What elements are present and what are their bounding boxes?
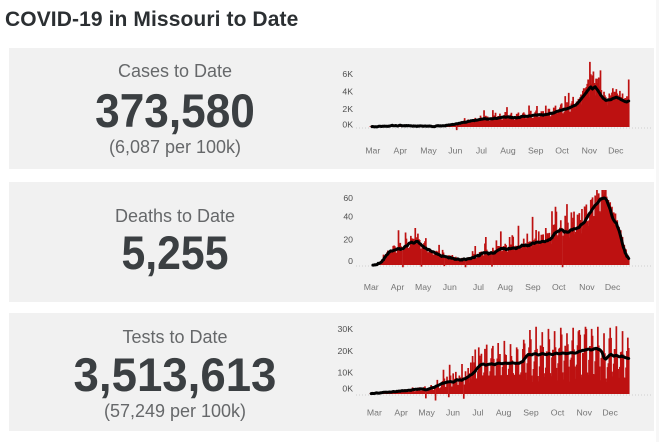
svg-text:40: 40 <box>343 212 353 222</box>
svg-text:Apr: Apr <box>394 408 408 418</box>
svg-text:Oct: Oct <box>555 146 569 156</box>
svg-text:20: 20 <box>343 235 353 245</box>
svg-text:0: 0 <box>348 256 353 266</box>
svg-text:Jun: Jun <box>443 282 457 292</box>
svg-text:4K: 4K <box>342 87 353 97</box>
svg-text:Sep: Sep <box>523 408 539 418</box>
svg-text:Aug: Aug <box>496 408 512 418</box>
svg-text:Mar: Mar <box>365 146 380 156</box>
svg-text:Nov: Nov <box>579 282 595 292</box>
svg-text:Jul: Jul <box>476 146 487 156</box>
svg-text:30K: 30K <box>338 324 354 334</box>
svg-text:60: 60 <box>343 193 353 203</box>
svg-text:Oct: Oct <box>552 282 566 292</box>
svg-text:Jun: Jun <box>446 408 460 418</box>
svg-text:May: May <box>418 408 435 418</box>
svg-text:10K: 10K <box>338 367 354 377</box>
svg-text:Aug: Aug <box>497 282 513 292</box>
svg-text:6K: 6K <box>342 69 353 79</box>
svg-text:Sep: Sep <box>528 146 544 156</box>
svg-text:Mar: Mar <box>367 408 382 418</box>
svg-text:Jul: Jul <box>473 282 484 292</box>
svg-text:0K: 0K <box>342 120 353 130</box>
svg-text:Jun: Jun <box>448 146 462 156</box>
svg-text:Mar: Mar <box>364 282 379 292</box>
svg-text:Dec: Dec <box>608 146 624 156</box>
svg-text:Nov: Nov <box>582 146 598 156</box>
svg-text:20K: 20K <box>338 346 354 356</box>
svg-text:Oct: Oct <box>551 408 565 418</box>
svg-text:0K: 0K <box>342 384 353 394</box>
svg-text:Sep: Sep <box>525 282 541 292</box>
svg-text:Nov: Nov <box>576 408 592 418</box>
svg-text:Apr: Apr <box>391 282 405 292</box>
svg-text:Aug: Aug <box>500 146 516 156</box>
svg-text:Jul: Jul <box>472 408 483 418</box>
svg-text:May: May <box>420 146 437 156</box>
svg-text:Dec: Dec <box>605 282 621 292</box>
svg-text:Dec: Dec <box>602 408 618 418</box>
svg-text:2K: 2K <box>342 104 353 114</box>
svg-text:May: May <box>415 282 432 292</box>
svg-text:Apr: Apr <box>394 146 408 156</box>
